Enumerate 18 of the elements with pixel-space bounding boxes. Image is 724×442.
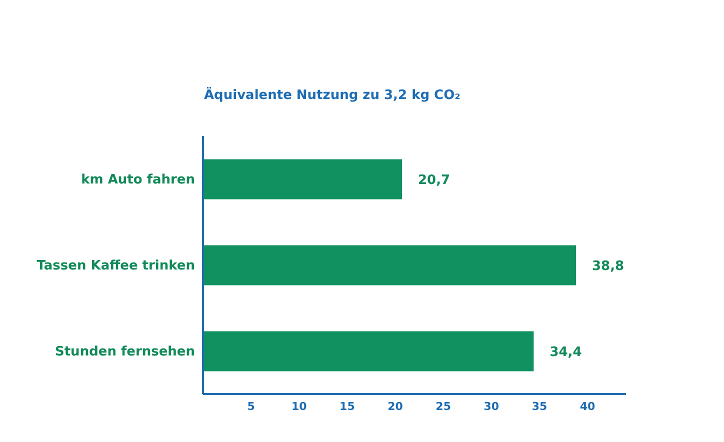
y-tick-label: Stunden fernsehen <box>54 344 195 360</box>
x-tick-label: 40 <box>580 400 596 413</box>
x-tick-label: 5 <box>247 400 255 413</box>
x-tick-label: 15 <box>340 400 355 413</box>
x-tick-label: 35 <box>532 400 548 413</box>
x-tick-label: 10 <box>291 400 308 413</box>
data-label: 34,4 <box>550 344 582 360</box>
data-label: 20,7 <box>418 172 450 188</box>
bar <box>203 159 402 200</box>
x-tick-label: 20 <box>388 400 404 413</box>
y-tick-label: Tassen Kaffee trinken <box>36 258 195 274</box>
x-tick-label: 25 <box>436 400 451 413</box>
chart-title: Äquivalente Nutzung zu 3,2 kg CO₂ <box>204 88 460 103</box>
x-tick-label: 30 <box>484 400 500 413</box>
bar <box>203 245 576 286</box>
y-tick-label: km Auto fahren <box>81 172 195 188</box>
bar <box>203 331 534 372</box>
data-label: 38,8 <box>592 258 624 274</box>
